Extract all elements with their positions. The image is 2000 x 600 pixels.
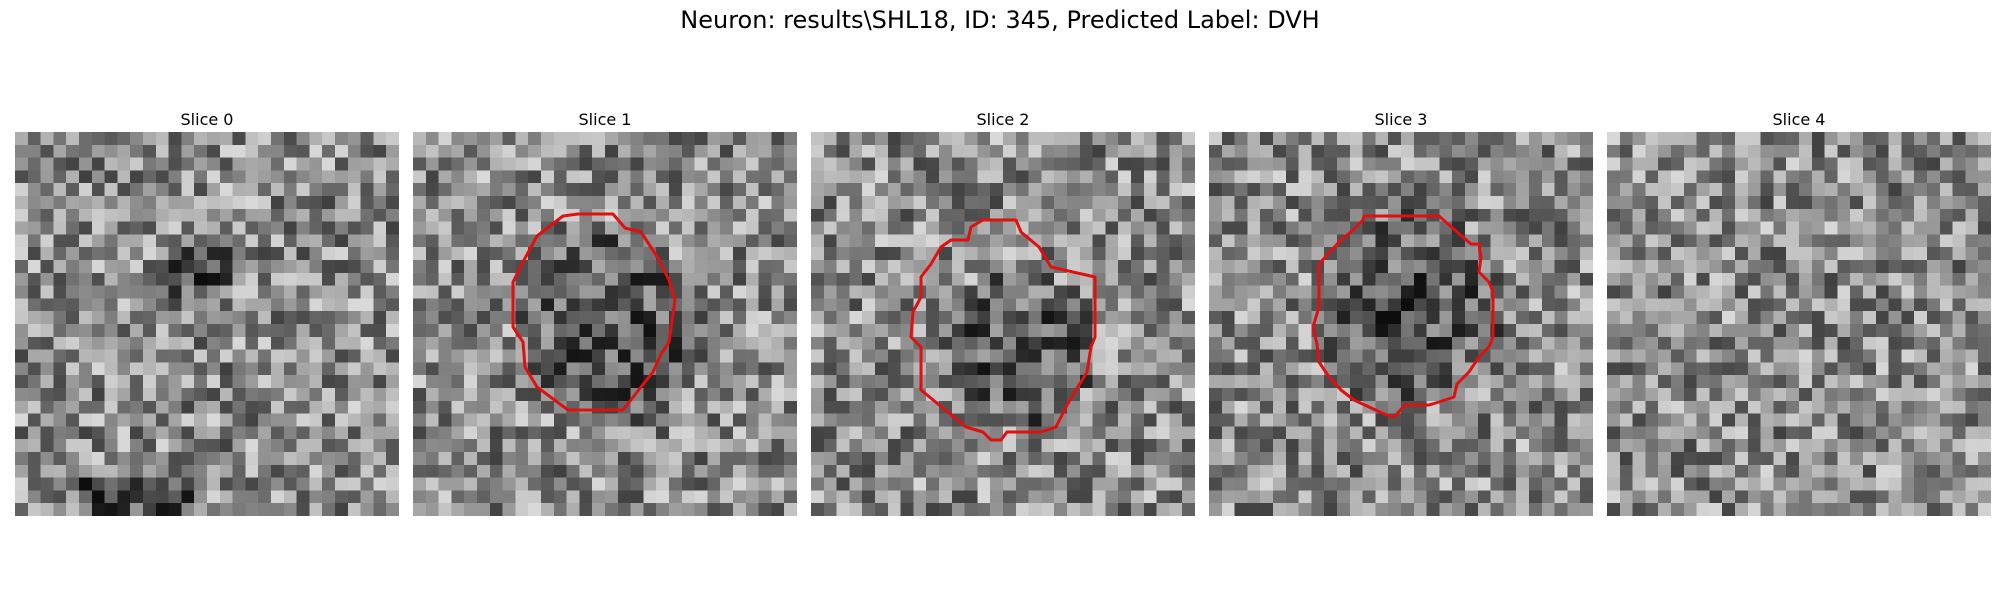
slice-title: Slice 3 xyxy=(1374,110,1428,129)
slice-image xyxy=(1607,132,1991,516)
slice-panel-3: Slice 3 xyxy=(1209,108,1593,516)
roi-outline xyxy=(909,218,1097,442)
roi-outline xyxy=(1311,214,1495,419)
roi-outline xyxy=(511,212,677,412)
slice-panel-2: Slice 2 xyxy=(811,108,1195,516)
roi-outline-layer xyxy=(1311,214,1495,419)
roi-outline-layer xyxy=(15,132,399,516)
slice-image xyxy=(15,132,399,516)
roi-outline-layer xyxy=(511,212,677,412)
slice-panel-0: Slice 0 xyxy=(15,108,399,516)
slice-title: Slice 4 xyxy=(1772,110,1826,129)
slice-panel-4: Slice 4 xyxy=(1607,108,1991,516)
slice-image xyxy=(811,132,1195,516)
roi-outline-layer xyxy=(1607,132,1991,516)
roi-outline-layer xyxy=(909,218,1097,442)
slice-panel-1: Slice 1 xyxy=(413,108,797,516)
slice-title: Slice 1 xyxy=(578,110,632,129)
figure-title: Neuron: results\SHL18, ID: 345, Predicte… xyxy=(680,6,1320,34)
slice-title: Slice 0 xyxy=(180,110,234,129)
slice-image xyxy=(413,132,797,516)
slice-title: Slice 2 xyxy=(976,110,1030,129)
slice-image xyxy=(1209,132,1593,516)
